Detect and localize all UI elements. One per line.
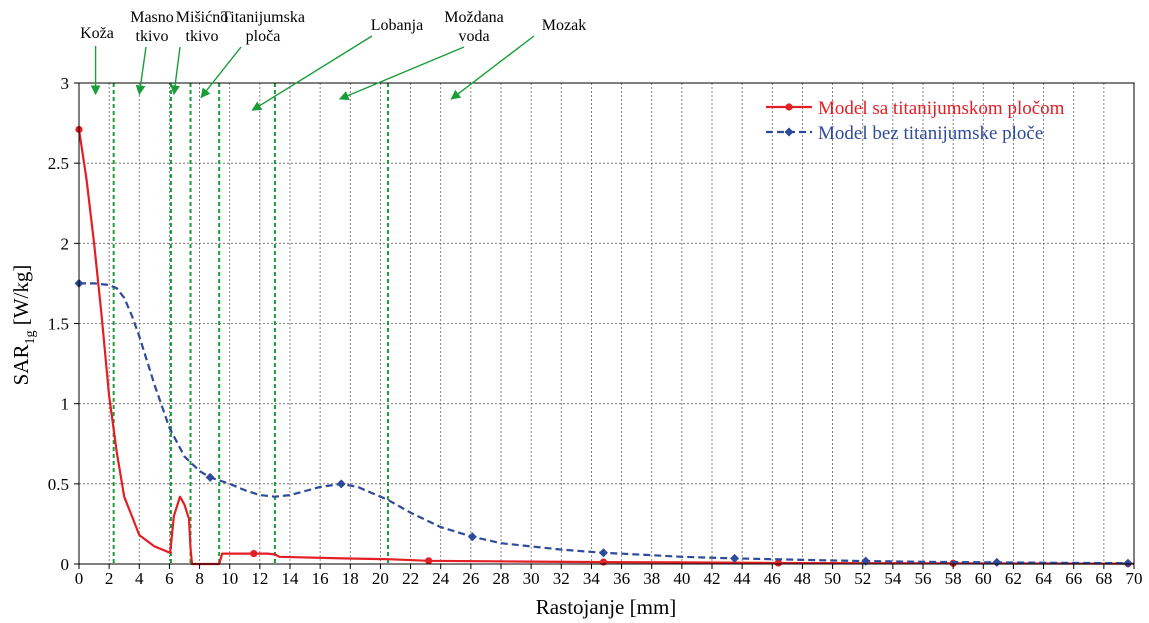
series-point-1: [861, 556, 871, 566]
x-tick-label: 26: [462, 569, 479, 588]
x-tick-label: 68: [1095, 569, 1112, 588]
y-tick-label: 2.5: [48, 154, 69, 173]
axes: 0 2 4 6 8 10 12 14 16 18 20 22 24 26 28 30 32 34 36 38 40 42 4…: [48, 74, 1143, 588]
layer-label-line: tkivo: [136, 28, 169, 45]
y-tick-label: 3: [61, 74, 70, 93]
layer-label-line: Masno: [130, 9, 174, 26]
y-axis-label-unit: [W/kg]: [9, 265, 33, 331]
x-axis-label: Rastojanje [mm]: [536, 595, 677, 619]
layer-label-arrow: [251, 35, 373, 111]
x-tick-label: 4: [135, 569, 144, 588]
layer-label-line: ploča: [246, 28, 281, 45]
x-tick-label: 32: [553, 569, 570, 588]
series-point-0: [774, 559, 782, 567]
y-axis-label: SAR1g [W/kg]: [9, 265, 38, 386]
series-line-1: [79, 282, 1129, 565]
series-line-0: [77, 129, 1135, 566]
x-tick-label: 16: [312, 569, 329, 588]
layer-label-line: Moždana: [444, 9, 504, 26]
x-tick-label: 66: [1065, 569, 1082, 588]
legend-marker-0: [785, 103, 793, 111]
layer-label: Masno tkivo: [130, 9, 174, 45]
legend: Model sa titanijumskom pločom Model bez t…: [766, 98, 1065, 144]
x-tick-label: 36: [613, 569, 630, 588]
x-tick-label: 42: [704, 569, 721, 588]
y-tick-label: 1: [61, 395, 70, 414]
y-tick-label: 2: [61, 234, 70, 253]
y-tick-label: 1.5: [48, 315, 69, 334]
series-point-1: [598, 548, 608, 558]
legend-marker-1: [784, 127, 794, 137]
x-tick-label: 34: [583, 569, 601, 588]
layer-label-line: tkivo: [186, 28, 219, 45]
layer-label: Mišićno tkivo: [176, 9, 228, 45]
grid-lines: [79, 83, 1134, 564]
x-tick-label: 70: [1126, 569, 1143, 588]
series-point-0: [425, 557, 433, 565]
layer-label-line: Mišićno: [176, 9, 228, 26]
layer-label: Mozak: [542, 17, 586, 34]
y-axis-label-main: SAR: [9, 345, 33, 386]
x-tick-label: 38: [643, 569, 660, 588]
layer-label-arrow: [450, 35, 535, 100]
x-tick-label: 24: [432, 569, 450, 588]
layer-label-line: Mozak: [542, 17, 586, 34]
layer-label-line: voda: [458, 28, 489, 45]
x-tick-label: 10: [221, 569, 238, 588]
x-tick-label: 28: [493, 569, 510, 588]
layer-label-line: Lobanja: [371, 17, 423, 34]
x-tick-label: 64: [1035, 569, 1053, 588]
layer-label-arrow: [200, 46, 242, 99]
x-tick-label: 62: [1005, 569, 1022, 588]
series-point-0: [250, 549, 258, 558]
series-point-0: [599, 558, 608, 566]
y-tick-label: 0: [61, 555, 70, 574]
x-tick-label: 52: [854, 569, 871, 588]
series-point-1: [467, 532, 477, 542]
series-point-1: [205, 472, 215, 482]
x-tick-label: 48: [794, 569, 811, 588]
x-tick-label: 46: [764, 569, 781, 588]
layer-label-line: Titanijumska: [221, 9, 305, 26]
layer-label: Lobanja: [371, 17, 423, 34]
x-tick-label: 40: [673, 569, 690, 588]
x-tick-label: 2: [105, 569, 114, 588]
layer-label-arrow: [338, 46, 465, 101]
x-tick-label: 6: [165, 569, 174, 588]
layer-label: Moždana voda: [444, 9, 504, 45]
layer-boundaries: [112, 83, 389, 564]
legend-label-1: Model bez titanijumske ploče: [818, 123, 1043, 144]
layer-label-arrow: [170, 46, 181, 96]
x-tick-label: 60: [975, 569, 992, 588]
layer-label: Koža: [80, 25, 114, 42]
series-point-1: [336, 479, 346, 489]
x-tick-label: 50: [824, 569, 841, 588]
x-tick-label: 20: [372, 569, 389, 588]
y-axis-label-sub: 1g: [23, 331, 38, 345]
layer-label: Titanijumska ploča: [221, 9, 305, 45]
layer-label-arrow: [135, 46, 147, 96]
layer-label-line: Koža: [80, 25, 114, 42]
series-point-1: [730, 553, 740, 563]
x-tick-label: 12: [251, 569, 268, 588]
series-point-1: [1123, 558, 1133, 568]
y-tick-label: 0.5: [48, 475, 69, 494]
x-tick-label: 30: [523, 569, 540, 588]
plot-frame: [78, 82, 1135, 565]
x-tick-label: 18: [342, 569, 359, 588]
legend-label-0: Model sa titanijumskom pločom: [818, 98, 1065, 119]
series-group: [74, 125, 1135, 568]
x-tick-label: 0: [75, 569, 84, 588]
x-tick-label: 54: [884, 569, 902, 588]
x-tick-label: 22: [402, 569, 419, 588]
x-tick-label: 14: [282, 569, 300, 588]
x-tick-label: 56: [915, 569, 932, 588]
series-point-1: [992, 557, 1002, 567]
x-tick-label: 44: [734, 569, 752, 588]
x-tick-label: 8: [195, 569, 204, 588]
x-tick-label: 58: [945, 569, 962, 588]
